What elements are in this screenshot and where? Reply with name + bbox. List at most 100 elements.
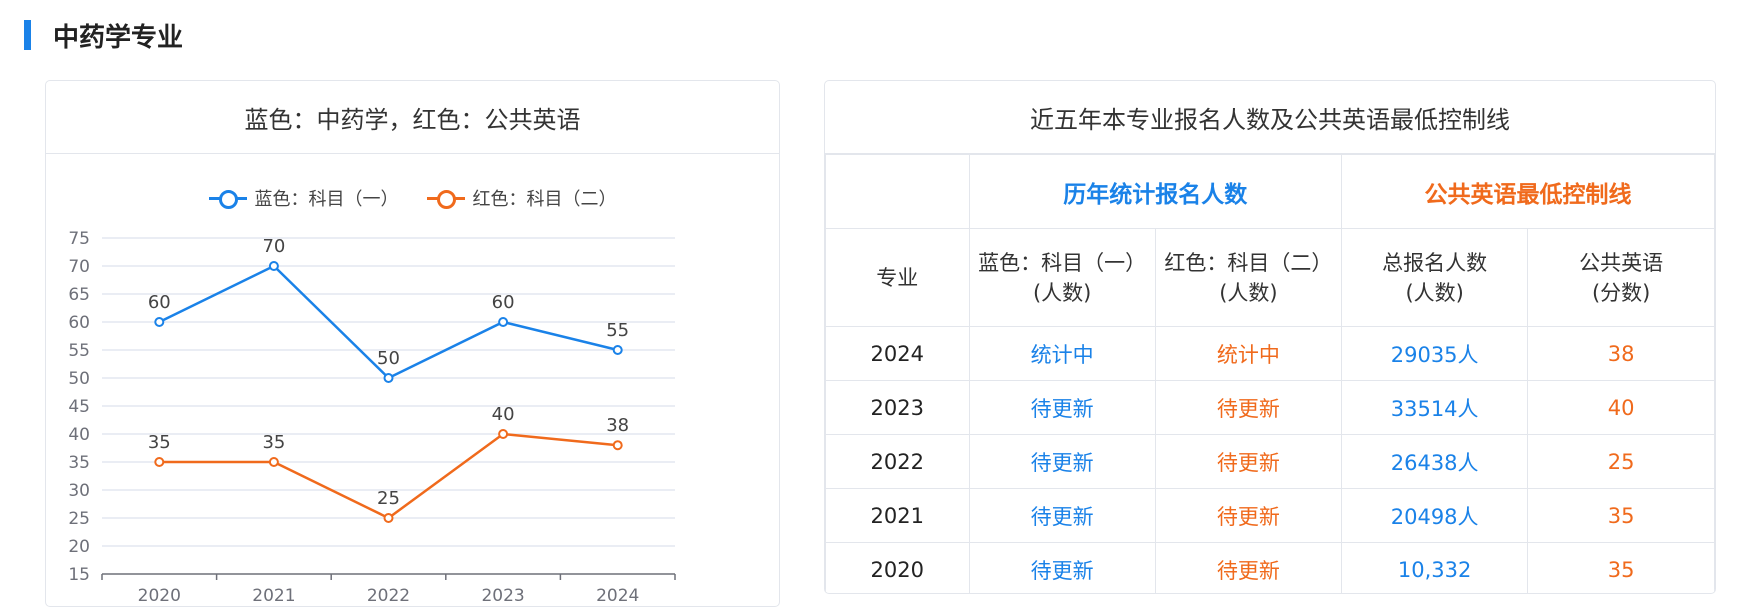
y-tick-label: 60 xyxy=(68,313,90,333)
group-header-english-line: 公共英语最低控制线 xyxy=(1341,154,1715,229)
cell-subject2: 统计中 xyxy=(1154,326,1343,381)
y-tick-label: 65 xyxy=(68,285,90,305)
cell-english: 35 xyxy=(1527,488,1715,543)
y-tick-label: 35 xyxy=(68,453,90,473)
data-label: 25 xyxy=(377,488,400,509)
table-column-header-row: 专业 蓝色：科目（一） (人数) 红色：科目（二） (人数) 总报名人数 (人数… xyxy=(825,228,1715,327)
y-tick-label: 40 xyxy=(68,425,90,445)
stats-table: 历年统计报名人数 公共英语最低控制线 专业 蓝色：科目（一） (人数) 红色：科… xyxy=(825,154,1715,593)
column-header-major: 专业 xyxy=(825,228,970,327)
cell-year: 2022 xyxy=(825,434,970,489)
cell-subject1: 待更新 xyxy=(968,542,1156,593)
chart-card-title: 蓝色：中药学，红色：公共英语 xyxy=(46,81,779,154)
column-header-subject2-line2: (人数) xyxy=(1219,280,1278,305)
cell-year: 2020 xyxy=(825,542,970,593)
y-tick-label: 15 xyxy=(68,565,90,585)
data-label: 35 xyxy=(148,432,171,453)
y-tick-label: 20 xyxy=(68,537,90,557)
data-label: 50 xyxy=(377,348,400,369)
column-header-subject1-line1: 蓝色：科目（一） xyxy=(978,250,1147,275)
column-header-total-line2: (人数) xyxy=(1405,280,1464,305)
data-label: 55 xyxy=(606,320,629,341)
section-title: 中药学专业 xyxy=(53,22,184,53)
x-tick-label: 2023 xyxy=(481,586,524,606)
column-header-subject1-line2: (人数) xyxy=(1032,280,1092,305)
cell-subject2: 待更新 xyxy=(1154,380,1343,435)
y-tick-label: 55 xyxy=(68,341,90,361)
section-header: 中药学专业 xyxy=(24,18,184,53)
data-point[interactable] xyxy=(612,345,623,355)
data-label: 35 xyxy=(262,432,285,453)
column-header-subject2: 红色：科目（二） (人数) xyxy=(1154,228,1343,327)
table-row: 2024 统计中 统计中 29035人 38 xyxy=(825,326,1715,381)
cell-subject2: 待更新 xyxy=(1154,434,1343,489)
data-point[interactable] xyxy=(498,317,509,327)
data-point[interactable] xyxy=(498,429,509,439)
y-tick-label: 70 xyxy=(68,257,90,277)
cell-subject1: 待更新 xyxy=(968,488,1156,543)
chart-card: 蓝色：中药学，红色：公共英语 蓝色：科目（一） 红色：科目（二） 15 20 25 3… xyxy=(45,80,780,607)
cell-subject1: 统计中 xyxy=(968,326,1156,381)
column-header-subject1: 蓝色：科目（一） (人数) xyxy=(968,228,1156,327)
y-tick-label: 25 xyxy=(68,509,90,529)
table-row: 2021 待更新 待更新 20498人 35 xyxy=(825,488,1715,543)
legend-label-series-2: 红色：科目（二） xyxy=(472,189,617,210)
column-header-total: 总报名人数 (人数) xyxy=(1341,228,1529,327)
cell-english: 25 xyxy=(1527,434,1715,489)
data-label: 60 xyxy=(148,292,171,313)
chart-legend: 蓝色：科目（一） 红色：科目（二） xyxy=(46,185,779,211)
cell-subject1: 待更新 xyxy=(968,434,1156,489)
data-label: 40 xyxy=(492,404,515,425)
x-tick-label: 2021 xyxy=(252,586,295,606)
cell-total: 29035人 xyxy=(1341,326,1529,381)
data-point[interactable] xyxy=(154,457,165,467)
data-point[interactable] xyxy=(383,373,394,383)
group-header-applicants: 历年统计报名人数 xyxy=(968,154,1343,229)
y-tick-label: 30 xyxy=(68,481,90,501)
legend-item-series-1[interactable]: 蓝色：科目（一） xyxy=(208,185,399,211)
cell-total: 20498人 xyxy=(1341,488,1529,543)
cell-subject1: 待更新 xyxy=(968,380,1156,435)
y-tick-label: 50 xyxy=(68,369,90,389)
legend-label-series-1: 蓝色：科目（一） xyxy=(254,189,399,210)
cell-english: 35 xyxy=(1527,542,1715,593)
legend-item-series-2[interactable]: 红色：科目（二） xyxy=(426,185,617,211)
legend-marker-series-2 xyxy=(426,190,465,209)
cell-total: 26438人 xyxy=(1341,434,1529,489)
table-group-header-row: 历年统计报名人数 公共英语最低控制线 xyxy=(825,154,1715,229)
column-header-english-line1: 公共英语 xyxy=(1579,250,1664,275)
y-tick-label: 45 xyxy=(68,397,90,417)
data-point[interactable] xyxy=(154,317,165,327)
data-point[interactable] xyxy=(612,440,623,451)
column-header-subject2-line1: 红色：科目（二） xyxy=(1164,250,1333,275)
column-header-english: 公共英语 (分数) xyxy=(1527,228,1715,327)
empty-header-cell xyxy=(825,154,970,229)
data-point[interactable] xyxy=(383,513,394,523)
cell-year: 2021 xyxy=(825,488,970,543)
cell-english: 38 xyxy=(1527,326,1715,381)
data-point[interactable] xyxy=(268,457,279,467)
column-header-total-line1: 总报名人数 xyxy=(1382,250,1488,275)
column-header-english-line2: (分数) xyxy=(1591,280,1651,305)
data-label: 38 xyxy=(606,415,629,436)
legend-marker-series-1 xyxy=(208,190,247,209)
cell-year: 2023 xyxy=(825,380,970,435)
cell-english: 40 xyxy=(1527,380,1715,435)
section-accent-bar xyxy=(24,20,31,50)
cell-total: 10,332 xyxy=(1341,542,1529,593)
x-tick-label: 2022 xyxy=(367,586,410,606)
data-point[interactable] xyxy=(268,261,279,271)
x-tick-label: 2024 xyxy=(596,586,639,606)
data-label: 60 xyxy=(492,292,515,313)
cell-year: 2024 xyxy=(825,326,970,381)
line-chart-plot: 15 20 25 30 35 40 45 50 55 60 65 70 75 2020 2021 2022 20… xyxy=(68,229,676,606)
table-row: 2022 待更新 待更新 26438人 25 xyxy=(825,434,1715,489)
data-label: 70 xyxy=(262,236,285,257)
cell-total: 33514人 xyxy=(1341,380,1529,435)
cell-subject2: 待更新 xyxy=(1154,488,1343,543)
table-row: 2020 待更新 待更新 10,332 35 xyxy=(825,542,1715,593)
table-card: 近五年本专业报名人数及公共英语最低控制线 历年统计报名人数 公共英语最低控制线 … xyxy=(824,80,1716,594)
x-tick-label: 2020 xyxy=(138,586,181,606)
y-tick-label: 75 xyxy=(68,229,90,249)
table-card-title: 近五年本专业报名人数及公共英语最低控制线 xyxy=(825,81,1715,154)
